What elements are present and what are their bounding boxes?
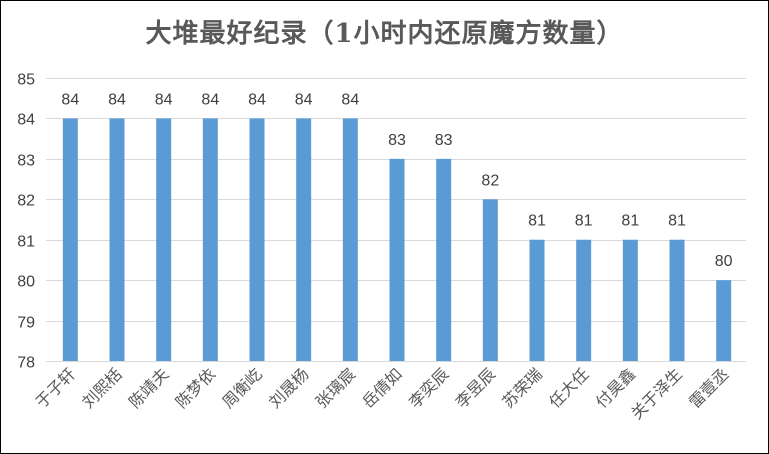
x-tick-label: 苏荣瑞 bbox=[498, 364, 545, 411]
x-tick-label: 张璃宸 bbox=[312, 364, 359, 411]
bar bbox=[622, 239, 638, 361]
x-tick-label: 周衡屹 bbox=[218, 364, 265, 411]
y-tick-label: 82 bbox=[17, 193, 35, 210]
x-tick-label: 刘熙栝 bbox=[78, 364, 125, 411]
bar bbox=[156, 118, 172, 361]
bar bbox=[249, 118, 265, 361]
x-tick-label: 于子轩 bbox=[32, 364, 79, 411]
x-tick-label: 岳倩如 bbox=[358, 364, 405, 411]
x-tick-label: 李昱辰 bbox=[452, 364, 499, 411]
y-tick-label: 81 bbox=[17, 234, 35, 251]
bar bbox=[389, 158, 405, 361]
data-label: 82 bbox=[481, 172, 499, 189]
data-label: 84 bbox=[201, 91, 219, 108]
data-label: 84 bbox=[61, 91, 79, 108]
bar bbox=[109, 118, 125, 361]
bars bbox=[62, 118, 732, 361]
x-tick-label: 陈靖夫 bbox=[125, 364, 172, 411]
data-label: 84 bbox=[295, 91, 313, 108]
bar bbox=[482, 199, 498, 361]
data-label: 84 bbox=[108, 91, 126, 108]
bar bbox=[342, 118, 358, 361]
data-label: 81 bbox=[668, 213, 686, 230]
y-tick-label: 79 bbox=[17, 315, 35, 332]
y-tick-label: 80 bbox=[17, 274, 35, 291]
y-tick-label: 78 bbox=[17, 355, 35, 372]
bar bbox=[202, 118, 218, 361]
data-label: 84 bbox=[248, 91, 266, 108]
x-tick-label: 雷壹丞 bbox=[685, 364, 732, 411]
y-axis-ticks: 78 79 80 81 82 83 84 85 bbox=[17, 72, 35, 372]
y-tick-label: 84 bbox=[17, 112, 35, 129]
bar bbox=[62, 118, 78, 361]
x-tick-label: 关于泽生 bbox=[627, 364, 686, 423]
x-axis-ticks: 于子轩 刘熙栝 陈靖夫 陈梦依 周衡屹 刘晟杨 张璃宸 岳倩如 李奕辰 李昱辰 苏荣瑞 任大任 付昊鑫关… bbox=[32, 364, 733, 423]
data-label: 81 bbox=[528, 213, 546, 230]
x-tick-label: 刘晟杨 bbox=[265, 364, 312, 411]
data-label: 81 bbox=[575, 213, 593, 230]
data-labels: 84 84 84 84 84 84 84 83 83 82 81 81 81 81 80 bbox=[61, 91, 732, 270]
data-label: 83 bbox=[388, 132, 406, 149]
bar bbox=[436, 158, 452, 361]
data-label: 84 bbox=[155, 91, 173, 108]
bar bbox=[716, 280, 732, 361]
chart-title: 大堆最好纪录（1小时内还原魔方数量） bbox=[145, 19, 624, 49]
bar bbox=[669, 239, 685, 361]
bar bbox=[576, 239, 592, 361]
x-tick-label: 任大任 bbox=[545, 364, 592, 411]
y-tick-label: 85 bbox=[17, 72, 35, 89]
data-label: 80 bbox=[715, 253, 733, 270]
data-label: 83 bbox=[435, 132, 453, 149]
x-tick-label: 陈梦依 bbox=[172, 364, 219, 411]
y-tick-label: 83 bbox=[17, 153, 35, 170]
data-label: 84 bbox=[341, 91, 359, 108]
bar bbox=[529, 239, 545, 361]
x-tick-label: 李奕辰 bbox=[405, 364, 452, 411]
bar bbox=[296, 118, 312, 361]
data-label: 81 bbox=[621, 213, 639, 230]
